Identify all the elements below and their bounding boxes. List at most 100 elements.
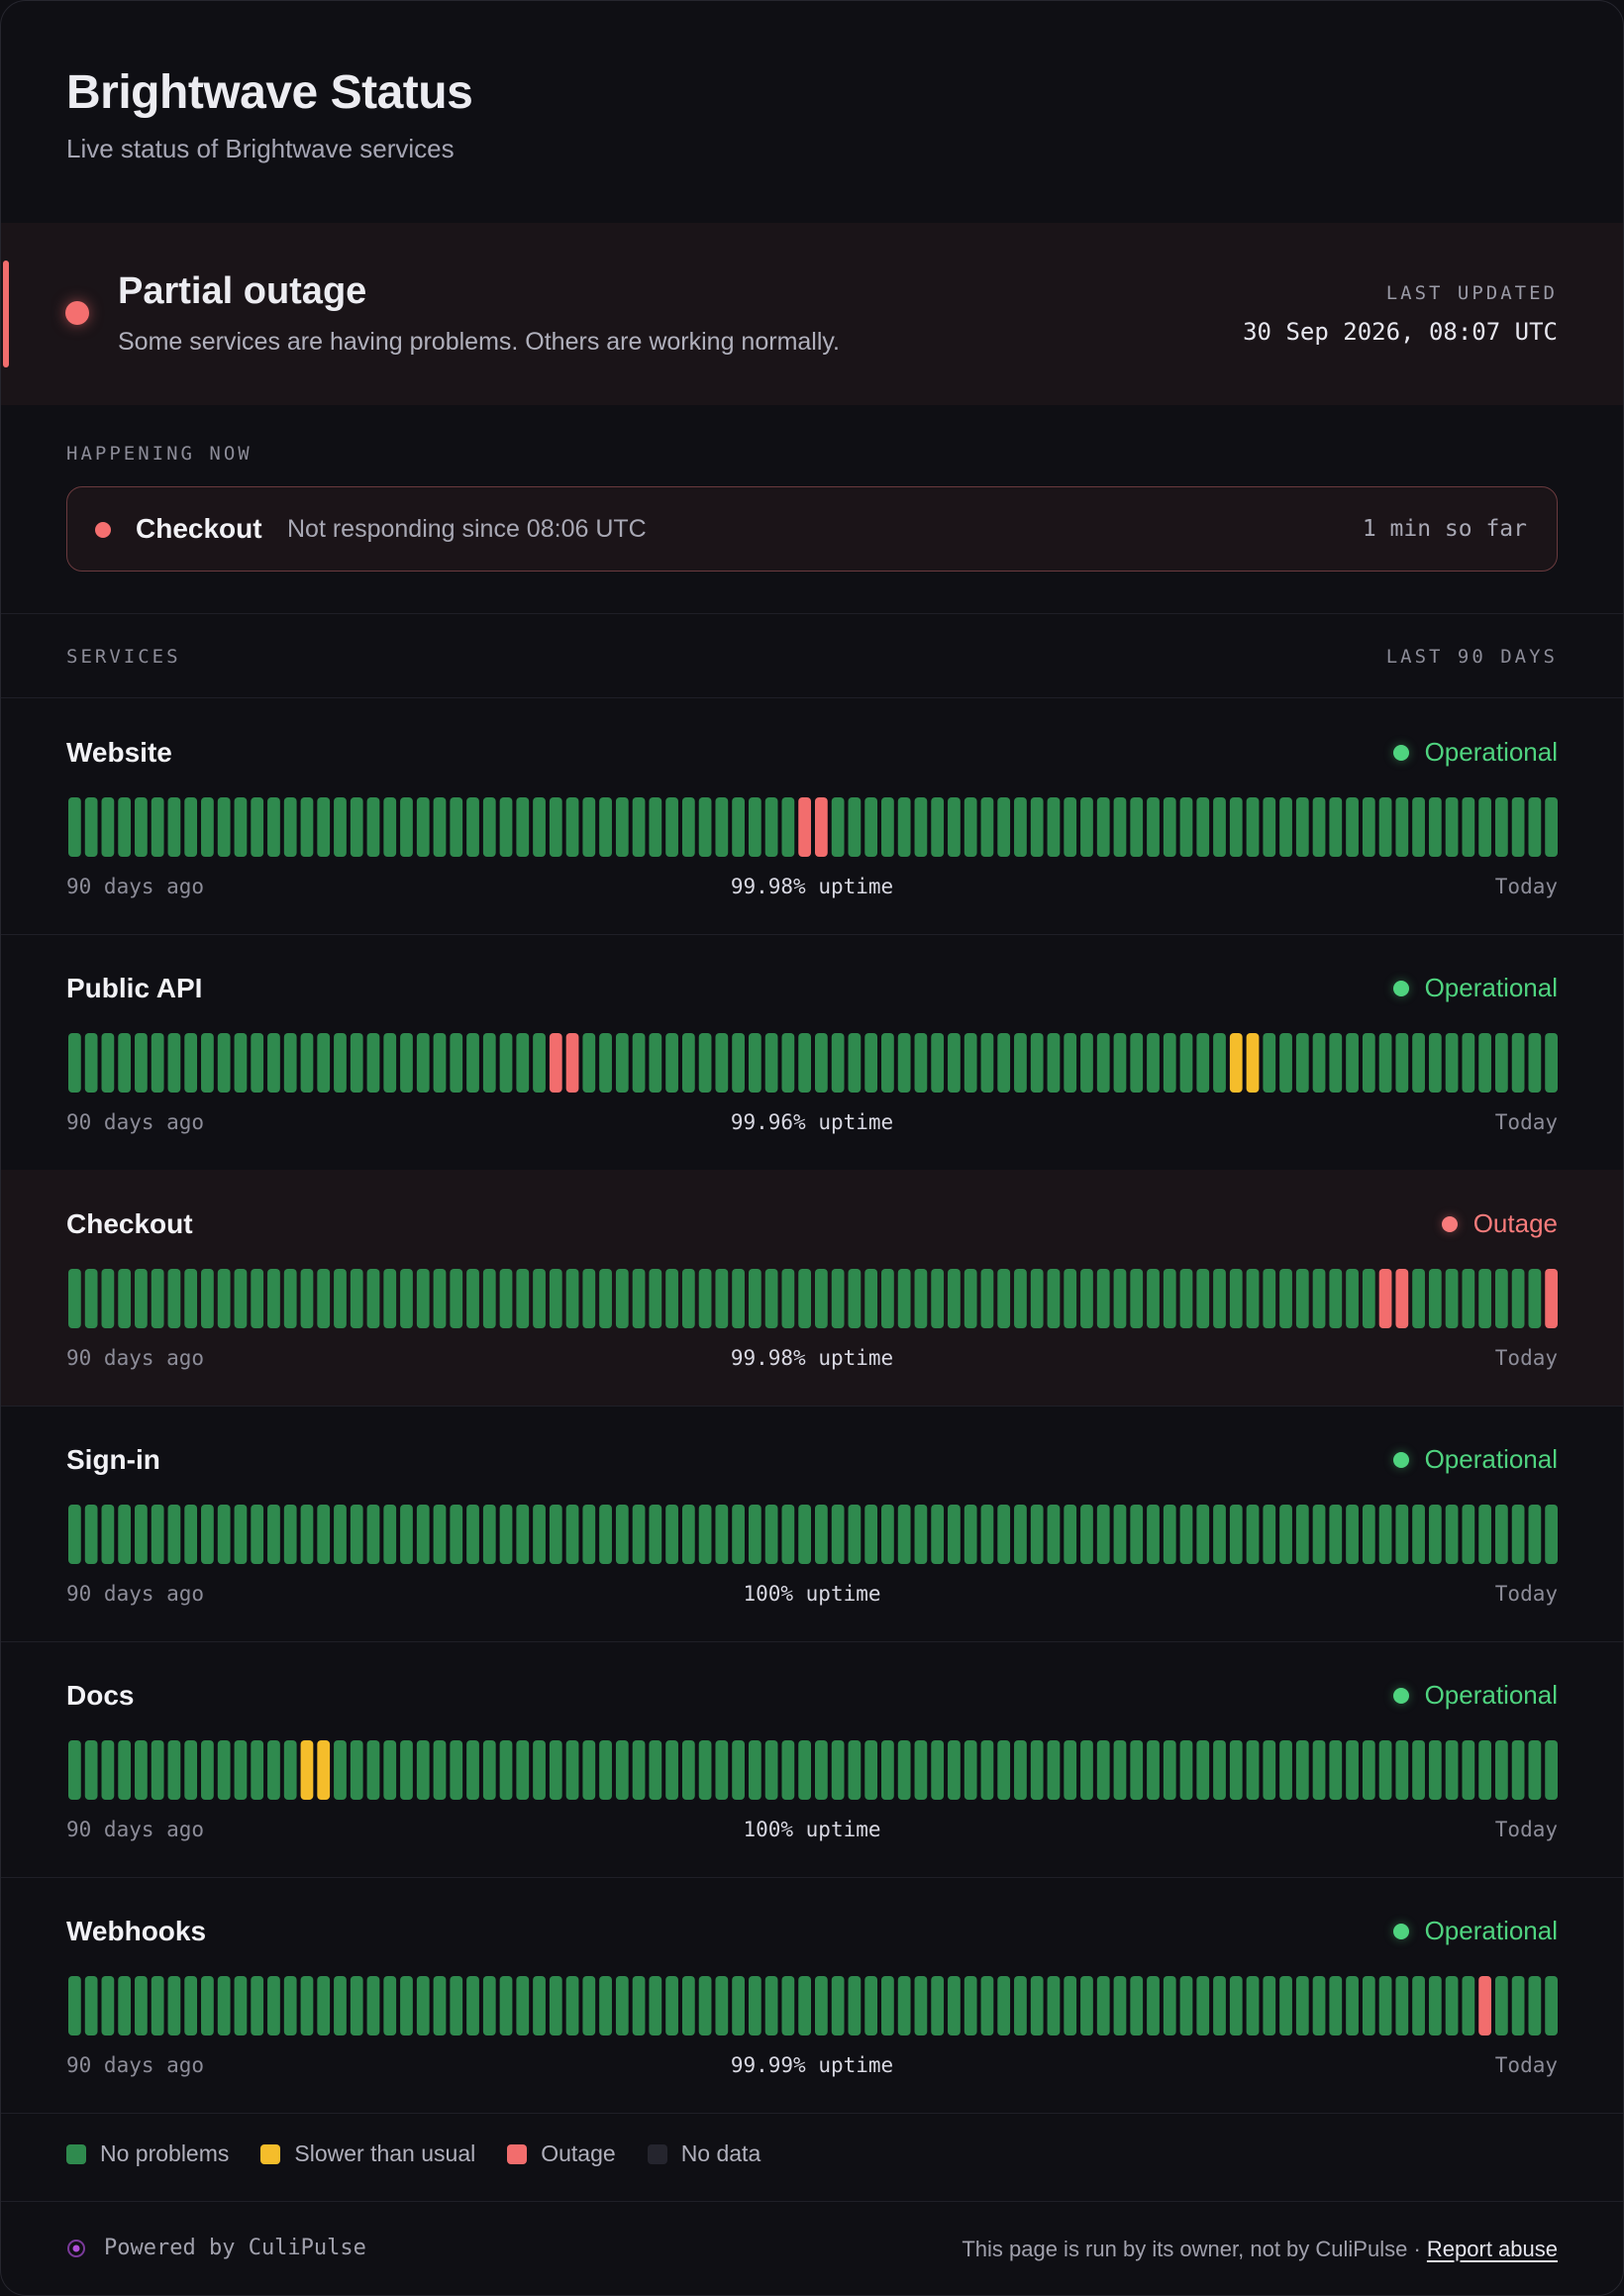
uptime-day-bar[interactable] (184, 1269, 198, 1328)
service-row[interactable]: Public API Operational 90 days ago 99.96% u… (1, 934, 1623, 1170)
uptime-day-bar[interactable] (632, 1740, 646, 1800)
uptime-day-bar[interactable] (1196, 1505, 1210, 1564)
uptime-day-bar[interactable] (1130, 1033, 1144, 1093)
uptime-day-bar[interactable] (1263, 797, 1276, 857)
uptime-day-bar[interactable] (1478, 1976, 1491, 2035)
uptime-day-bar[interactable] (1362, 797, 1375, 857)
uptime-day-bar[interactable] (366, 1740, 380, 1800)
uptime-day-bar[interactable] (848, 1740, 862, 1800)
uptime-day-bar[interactable] (948, 1269, 961, 1328)
uptime-day-bar[interactable] (201, 797, 214, 857)
uptime-day-bar[interactable] (632, 797, 646, 857)
uptime-day-bar[interactable] (831, 1505, 845, 1564)
uptime-day-bar[interactable] (1246, 1033, 1260, 1093)
uptime-day-bar[interactable] (1428, 1976, 1442, 2035)
uptime-day-bar[interactable] (864, 1269, 878, 1328)
uptime-day-bar[interactable] (84, 1740, 98, 1800)
uptime-day-bar[interactable] (1312, 1976, 1326, 2035)
uptime-day-bar[interactable] (1064, 1976, 1077, 2035)
uptime-day-bar[interactable] (881, 1269, 894, 1328)
uptime-day-bar[interactable] (732, 1976, 745, 2035)
uptime-day-bar[interactable] (1545, 1269, 1558, 1328)
uptime-day-bar[interactable] (1030, 797, 1044, 857)
uptime-day-bar[interactable] (1428, 1269, 1442, 1328)
uptime-day-bar[interactable] (649, 1505, 662, 1564)
uptime-day-bar[interactable] (317, 1269, 331, 1328)
uptime-day-bar[interactable] (1263, 1976, 1276, 2035)
uptime-day-bar[interactable] (582, 1505, 596, 1564)
uptime-day-bar[interactable] (217, 1033, 231, 1093)
uptime-day-bar[interactable] (234, 1269, 248, 1328)
uptime-day-bar[interactable] (383, 1033, 397, 1093)
uptime-day-bar[interactable] (781, 1505, 795, 1564)
service-row[interactable]: Website Operational 90 days ago 99.98% upti… (1, 698, 1623, 934)
uptime-day-bar[interactable] (948, 1976, 961, 2035)
uptime-day-bar[interactable] (1147, 1976, 1160, 2035)
service-row[interactable]: Checkout Outage 90 days ago 99.98% uptime To… (1, 1170, 1623, 1406)
uptime-day-bar[interactable] (1096, 1269, 1110, 1328)
uptime-day-bar[interactable] (831, 1033, 845, 1093)
uptime-day-bar[interactable] (1295, 1740, 1309, 1800)
uptime-day-bar[interactable] (201, 1033, 214, 1093)
uptime-day-bar[interactable] (1412, 1269, 1425, 1328)
uptime-day-bar[interactable] (565, 1269, 579, 1328)
uptime-day-bar[interactable] (466, 1505, 479, 1564)
uptime-day-bar[interactable] (815, 1269, 828, 1328)
uptime-day-bar[interactable] (234, 1976, 248, 2035)
uptime-day-bar[interactable] (1229, 1976, 1243, 2035)
uptime-day-bar[interactable] (615, 1740, 629, 1800)
uptime-day-bar[interactable] (251, 1740, 264, 1800)
uptime-day-bar[interactable] (516, 1740, 530, 1800)
uptime-day-bar[interactable] (948, 797, 961, 857)
uptime-day-bar[interactable] (466, 1976, 479, 2035)
uptime-day-bar[interactable] (1445, 1976, 1459, 2035)
uptime-day-bar[interactable] (1113, 1033, 1127, 1093)
uptime-day-bar[interactable] (267, 1033, 280, 1093)
uptime-day-bar[interactable] (748, 1505, 761, 1564)
uptime-day-bar[interactable] (433, 1033, 447, 1093)
uptime-day-bar[interactable] (565, 1033, 579, 1093)
uptime-day-bar[interactable] (1213, 1976, 1226, 2035)
uptime-day-bar[interactable] (533, 797, 546, 857)
uptime-day-bar[interactable] (1014, 797, 1027, 857)
uptime-day-bar[interactable] (334, 1976, 347, 2035)
uptime-day-bar[interactable] (167, 1033, 181, 1093)
uptime-day-bar[interactable] (897, 797, 911, 857)
active-incident-card[interactable]: Checkout Not responding since 08:06 UTC … (66, 486, 1558, 572)
uptime-day-bar[interactable] (416, 1740, 430, 1800)
uptime-day-bar[interactable] (1163, 1505, 1176, 1564)
uptime-day-bar[interactable] (184, 797, 198, 857)
uptime-day-bar[interactable] (1263, 1269, 1276, 1328)
uptime-day-bar[interactable] (1378, 1976, 1392, 2035)
uptime-day-bar[interactable] (516, 1269, 530, 1328)
uptime-day-bar[interactable] (135, 1033, 148, 1093)
uptime-day-bar[interactable] (68, 1976, 81, 2035)
uptime-day-bar[interactable] (1064, 1505, 1077, 1564)
uptime-day-bar[interactable] (997, 1269, 1011, 1328)
uptime-day-bar[interactable] (217, 1505, 231, 1564)
uptime-day-bar[interactable] (997, 1976, 1011, 2035)
uptime-day-bar[interactable] (499, 1269, 513, 1328)
uptime-day-bar[interactable] (914, 1505, 928, 1564)
uptime-day-bar[interactable] (565, 1976, 579, 2035)
uptime-day-bar[interactable] (698, 1033, 712, 1093)
uptime-day-bar[interactable] (848, 1033, 862, 1093)
uptime-day-bar[interactable] (815, 1740, 828, 1800)
uptime-day-bar[interactable] (1428, 797, 1442, 857)
uptime-day-bar[interactable] (831, 1740, 845, 1800)
uptime-day-bar[interactable] (400, 1033, 413, 1093)
uptime-day-bar[interactable] (334, 1740, 347, 1800)
uptime-day-bar[interactable] (997, 1033, 1011, 1093)
uptime-day-bar[interactable] (1130, 1505, 1144, 1564)
uptime-day-bar[interactable] (1528, 797, 1542, 857)
uptime-day-bar[interactable] (764, 797, 778, 857)
uptime-day-bar[interactable] (151, 1269, 164, 1328)
uptime-day-bar[interactable] (450, 1033, 463, 1093)
uptime-day-bar[interactable] (184, 1976, 198, 2035)
uptime-day-bar[interactable] (549, 1740, 562, 1800)
uptime-day-bar[interactable] (681, 1976, 695, 2035)
uptime-day-bar[interactable] (68, 1740, 81, 1800)
report-abuse-link[interactable]: Report abuse (1426, 2237, 1558, 2261)
uptime-day-bar[interactable] (781, 1740, 795, 1800)
uptime-day-bar[interactable] (964, 1740, 977, 1800)
